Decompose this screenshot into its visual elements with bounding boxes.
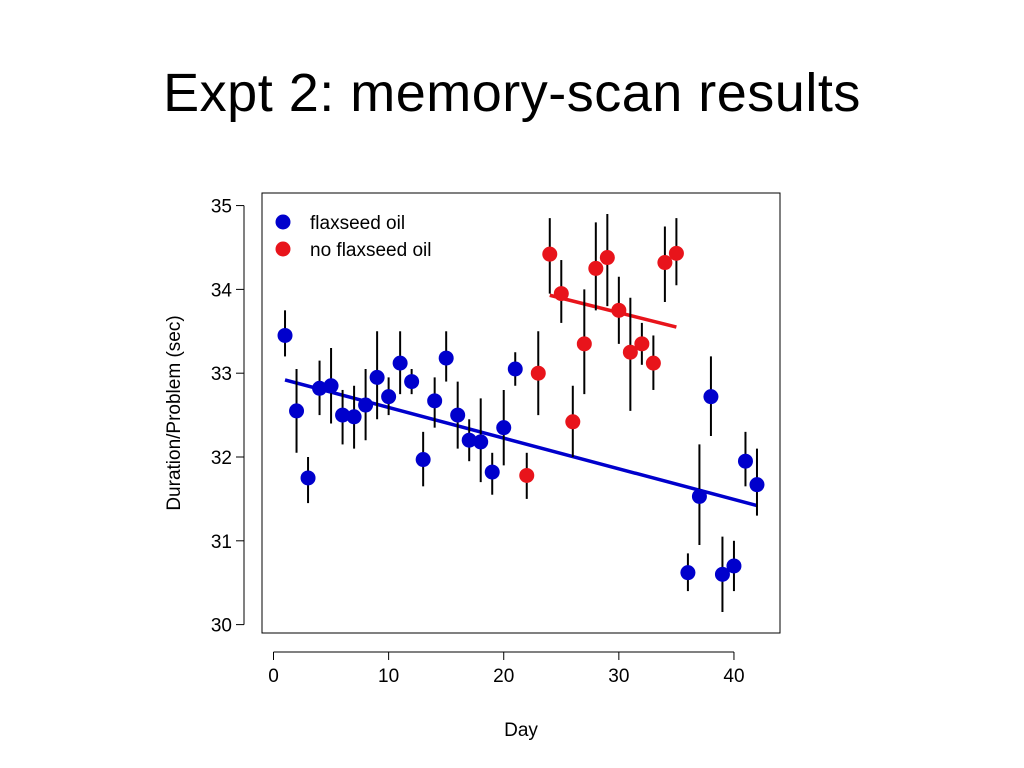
data-point-series-0 <box>749 477 765 493</box>
x-tick-label: 40 <box>723 666 744 687</box>
legend-marker-series-0 <box>275 214 291 230</box>
data-point-series-0 <box>277 327 293 343</box>
data-point-series-0 <box>358 397 374 413</box>
y-tick-label: 32 <box>211 448 232 469</box>
data-point-series-1 <box>611 302 627 318</box>
y-tick-label: 30 <box>211 616 232 637</box>
data-point-series-0 <box>473 434 489 450</box>
legend-marker-series-1 <box>275 241 291 257</box>
y-axis-label: Duration/Problem (sec) <box>164 315 185 510</box>
fit-line-series-0 <box>284 378 758 508</box>
x-tick-label: 20 <box>493 666 514 687</box>
plot-border <box>261 192 781 634</box>
legend-label-series-1: no flaxseed oil <box>310 240 431 261</box>
data-point-series-0 <box>289 403 305 419</box>
y-tick-label: 34 <box>211 280 233 301</box>
data-point-series-1 <box>542 246 558 262</box>
data-point-series-0 <box>415 452 431 468</box>
data-point-series-1 <box>657 255 673 271</box>
data-point-series-0 <box>507 361 523 377</box>
data-point-series-1 <box>553 286 569 302</box>
data-point-series-1 <box>576 336 592 352</box>
data-point-series-1 <box>519 467 535 483</box>
data-point-series-0 <box>484 464 500 480</box>
data-point-series-1 <box>530 365 546 381</box>
data-point-series-0 <box>323 378 339 394</box>
slide-title: Expt 2: memory-scan results <box>163 63 861 123</box>
data-point-series-0 <box>335 407 351 423</box>
data-point-series-0 <box>714 566 730 582</box>
data-point-series-0 <box>369 369 385 385</box>
data-point-series-1 <box>588 260 604 276</box>
data-point-series-0 <box>392 355 408 371</box>
legend: flaxseed oil no flaxseed oil <box>275 213 431 261</box>
data-point-series-0 <box>438 350 454 366</box>
x-axis: 0 10 20 30 40 <box>268 651 745 687</box>
y-tick-label: 33 <box>211 364 232 385</box>
x-tick-label: 0 <box>268 666 279 687</box>
data-point-series-0 <box>312 380 328 396</box>
y-tick-label: 31 <box>211 532 232 553</box>
data-point-series-1 <box>622 344 638 360</box>
data-point-series-0 <box>427 393 443 409</box>
data-point-series-0 <box>461 432 477 448</box>
data-point-series-1 <box>599 250 615 266</box>
plot-frame <box>261 192 781 634</box>
data-point-series-0 <box>450 407 466 423</box>
data-points <box>277 245 765 582</box>
data-point-series-0 <box>703 389 719 405</box>
x-axis-label: Day <box>504 720 538 741</box>
data-point-series-0 <box>300 470 316 486</box>
legend-label-series-0: flaxseed oil <box>310 213 405 234</box>
data-point-series-1 <box>565 414 581 430</box>
data-point-series-0 <box>737 453 753 469</box>
y-axis: 30 31 32 33 34 35 <box>211 197 245 637</box>
data-point-series-1 <box>634 336 650 352</box>
data-point-series-0 <box>691 488 707 504</box>
data-point-series-0 <box>680 565 696 581</box>
data-point-series-1 <box>668 245 684 261</box>
x-tick-label: 30 <box>608 666 629 687</box>
data-point-series-0 <box>496 420 512 436</box>
data-point-series-0 <box>404 374 420 390</box>
data-point-series-0 <box>381 389 397 405</box>
data-point-series-1 <box>645 355 661 371</box>
x-tick-label: 10 <box>378 666 399 687</box>
data-point-series-0 <box>346 409 362 425</box>
y-tick-label: 35 <box>211 197 232 218</box>
data-point-series-0 <box>726 558 742 574</box>
